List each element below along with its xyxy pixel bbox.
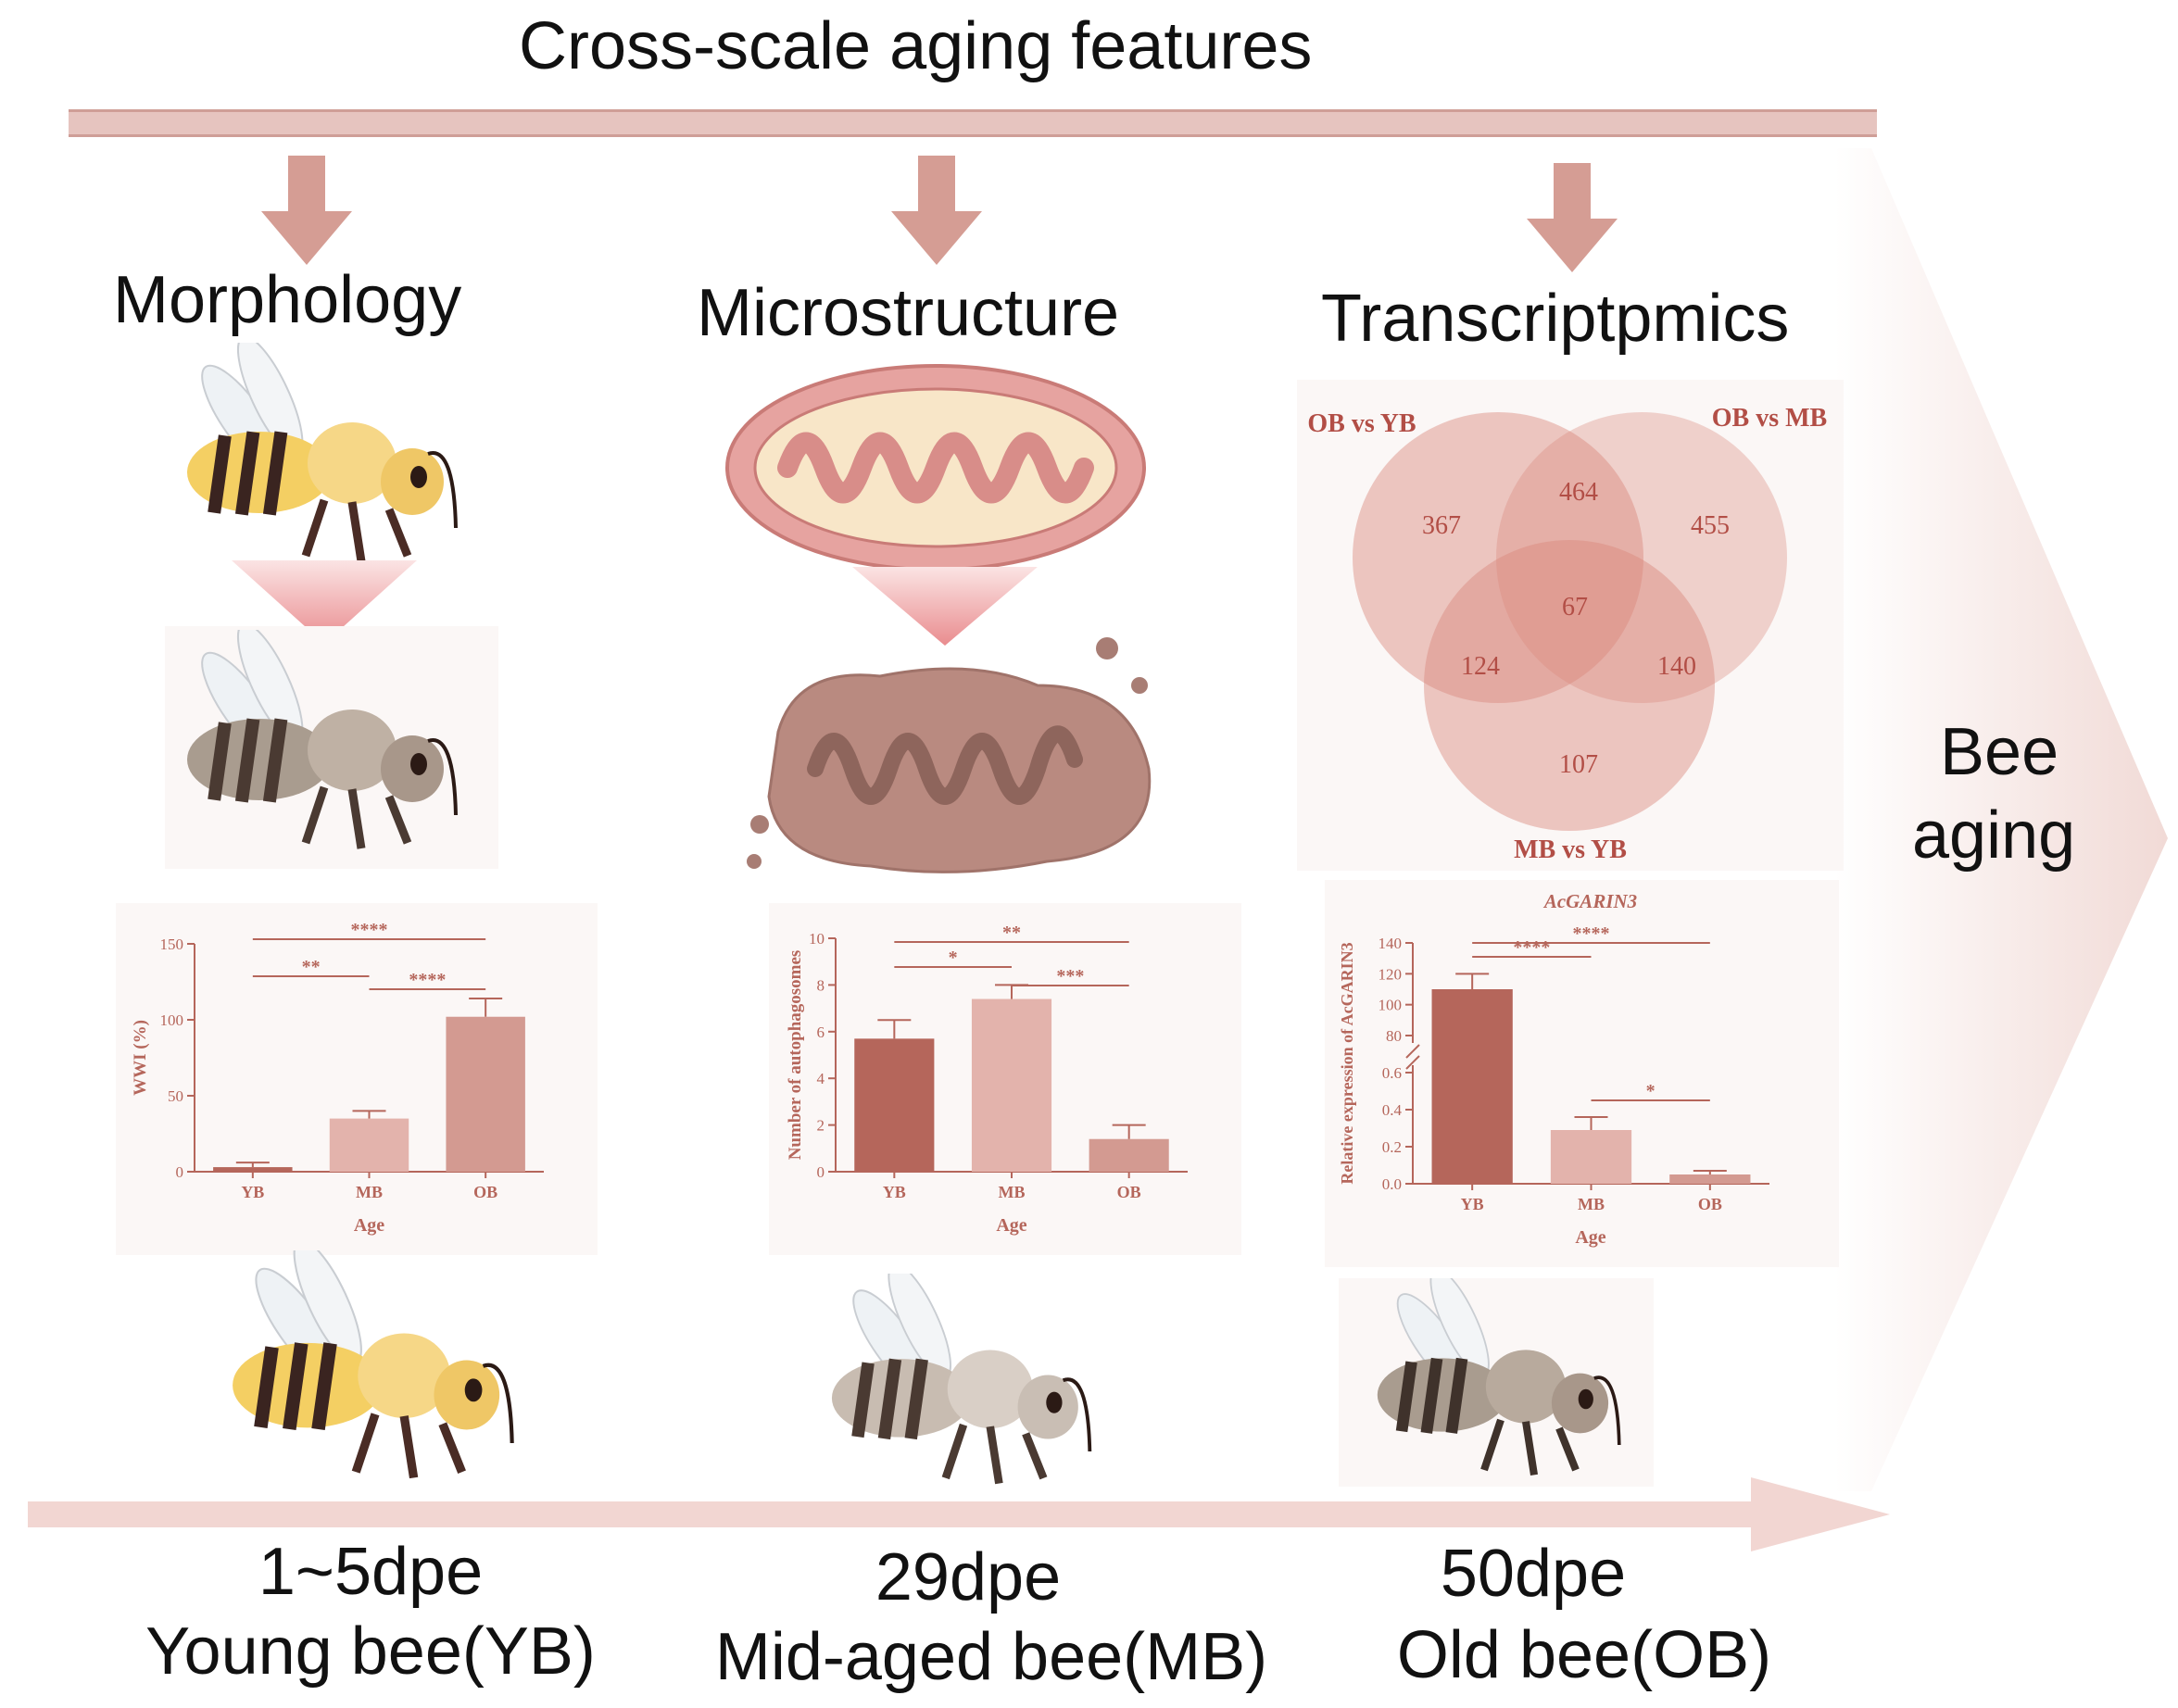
bar-ob [1669, 1174, 1751, 1184]
bar-mb [329, 1118, 409, 1172]
mid-aged-bee-illustration [831, 1274, 1092, 1485]
x-tick-label-mb: MB [999, 1183, 1026, 1201]
x-tick-label-mb: MB [1578, 1195, 1605, 1213]
venn-set-label-c: MB vs YB [1514, 835, 1627, 864]
y-tick-label: 0 [176, 1163, 184, 1181]
x-tick-label-ob: OB [1698, 1195, 1722, 1213]
y-tick-label: 0.4 [1382, 1101, 1403, 1119]
significance-label: **** [409, 970, 446, 990]
venn-count-bc: 140 [1657, 652, 1696, 681]
y-axis-label: Relative expression of AcGARIN3 [1338, 942, 1356, 1184]
bar-yb [854, 1038, 935, 1172]
y-tick-label: 0.2 [1382, 1138, 1402, 1156]
timeline-old-label: Old bee(OB) [1396, 1618, 1772, 1692]
significance-label: * [1646, 1081, 1656, 1101]
bar-mb [1550, 1130, 1632, 1184]
y-tick-label: 4 [817, 1070, 825, 1087]
y-tick-label: 120 [1379, 965, 1403, 983]
young-bee-illustration [187, 343, 458, 562]
x-axis-label: Age [1575, 1227, 1605, 1248]
timeline-young-label: Young bee(YB) [145, 1614, 596, 1689]
x-tick-label-yb: YB [883, 1183, 906, 1201]
bee-aging-label-line1: Bee [1940, 715, 2059, 789]
significance-label: *** [1056, 966, 1084, 986]
significance-label: * [949, 948, 958, 968]
figure-title: Cross-scale aging features [519, 9, 1313, 83]
venn-set-label-b: OB vs MB [1712, 404, 1827, 433]
significance-label: ** [1002, 923, 1021, 943]
x-tick-label-yb: YB [1461, 1195, 1484, 1213]
chart-title: AcGARIN3 [1542, 890, 1637, 912]
autophagosome-bar-chart: 0 2 4 6 8 10 YB MB OB Age Number of autophagosomes… [786, 923, 1188, 1236]
bar-yb [213, 1167, 293, 1172]
down-arrow-morphology [261, 156, 352, 265]
venn-count-abc: 67 [1562, 593, 1588, 622]
y-tick-label: 150 [160, 936, 184, 953]
damaged-mitochondrion-illustration [747, 637, 1152, 873]
gene-expression-bar-chart: AcGARIN3 80 100 120 140 0.0 0.2 0.4 0.6 YB MB OB Age… [1338, 890, 1769, 1248]
venn-circle-ob-vs-mb [1496, 412, 1787, 703]
y-axis-label: Number of autophagosomes [786, 950, 805, 1161]
axis-break-mark [1405, 1044, 1420, 1059]
down-arrow-transcriptomics [1527, 163, 1618, 272]
y-tick-label: 0.0 [1382, 1175, 1402, 1193]
venn-circle-ob-vs-yb [1353, 412, 1643, 703]
heading-microstructure: Microstructure [697, 276, 1120, 350]
y-tick-label: 100 [160, 1011, 184, 1029]
y-tick-label: 50 [168, 1087, 183, 1105]
x-axis-label: Age [996, 1215, 1026, 1236]
bar-mb [971, 998, 1052, 1172]
morphology-aging-triangle [232, 560, 417, 644]
x-tick-label-mb: MB [356, 1183, 383, 1201]
significance-label: **** [1513, 937, 1550, 958]
aged-bee-illustration [187, 630, 458, 849]
y-tick-label: 6 [817, 1024, 825, 1041]
heading-transcriptomics: Transcriptpmics [1321, 282, 1790, 356]
y-tick-label: 8 [817, 976, 825, 994]
y-tick-label: 0.6 [1382, 1064, 1402, 1082]
x-axis-label: Age [354, 1215, 384, 1236]
significance-label: ** [302, 957, 321, 977]
healthy-mitochondrion-illustration [725, 364, 1146, 571]
y-tick-label: 0 [817, 1163, 825, 1181]
significance-label: **** [1573, 923, 1610, 944]
heading-morphology: Morphology [113, 263, 462, 337]
axis-break-mark [1405, 1055, 1420, 1070]
microstructure-aging-triangle [852, 567, 1038, 646]
bar-ob [1089, 1138, 1169, 1172]
venn-count-c-only: 107 [1559, 750, 1598, 779]
significance-label: **** [351, 920, 388, 940]
y-tick-label: 100 [1379, 997, 1403, 1014]
x-tick-label-ob: OB [1117, 1183, 1141, 1201]
down-arrow-microstructure [891, 156, 982, 265]
x-tick-label-yb: YB [241, 1183, 264, 1201]
venn-count-ac: 124 [1461, 652, 1500, 681]
y-tick-label: 140 [1379, 935, 1403, 952]
timeline-young-time: 1~5dpe [258, 1535, 484, 1609]
y-tick-label: 2 [817, 1117, 825, 1135]
venn-set-label-a: OB vs YB [1307, 409, 1416, 438]
bar-yb [1431, 989, 1513, 1184]
x-tick-label-ob: OB [473, 1183, 497, 1201]
bee-aging-label-line2: aging [1912, 798, 2076, 873]
timeline-arrow [28, 1477, 1890, 1551]
top-divider-bar [69, 109, 1877, 137]
venn-count-ab: 464 [1559, 478, 1598, 507]
young-bee-bottom-illustration [233, 1250, 514, 1479]
venn-count-b-only: 455 [1691, 511, 1730, 540]
y-axis-label: WWI (%) [131, 1020, 150, 1096]
timeline-old-time: 50dpe [1440, 1537, 1627, 1611]
timeline-mid-time: 29dpe [875, 1540, 1062, 1614]
bar-ob [446, 1016, 525, 1172]
venn-diagram: OB vs YB OB vs MB MB vs YB 367 464 455 6… [1307, 404, 1827, 864]
venn-panel [1297, 380, 1844, 871]
y-tick-label: 80 [1386, 1027, 1402, 1045]
venn-circle-mb-vs-yb [1424, 540, 1715, 831]
aging-arrow-shape [1834, 148, 2168, 1491]
old-bee-illustration [1377, 1278, 1621, 1476]
venn-count-a-only: 367 [1422, 511, 1461, 540]
y-tick-label: 10 [809, 930, 825, 948]
timeline-mid-label: Mid-aged bee(MB) [714, 1620, 1268, 1694]
